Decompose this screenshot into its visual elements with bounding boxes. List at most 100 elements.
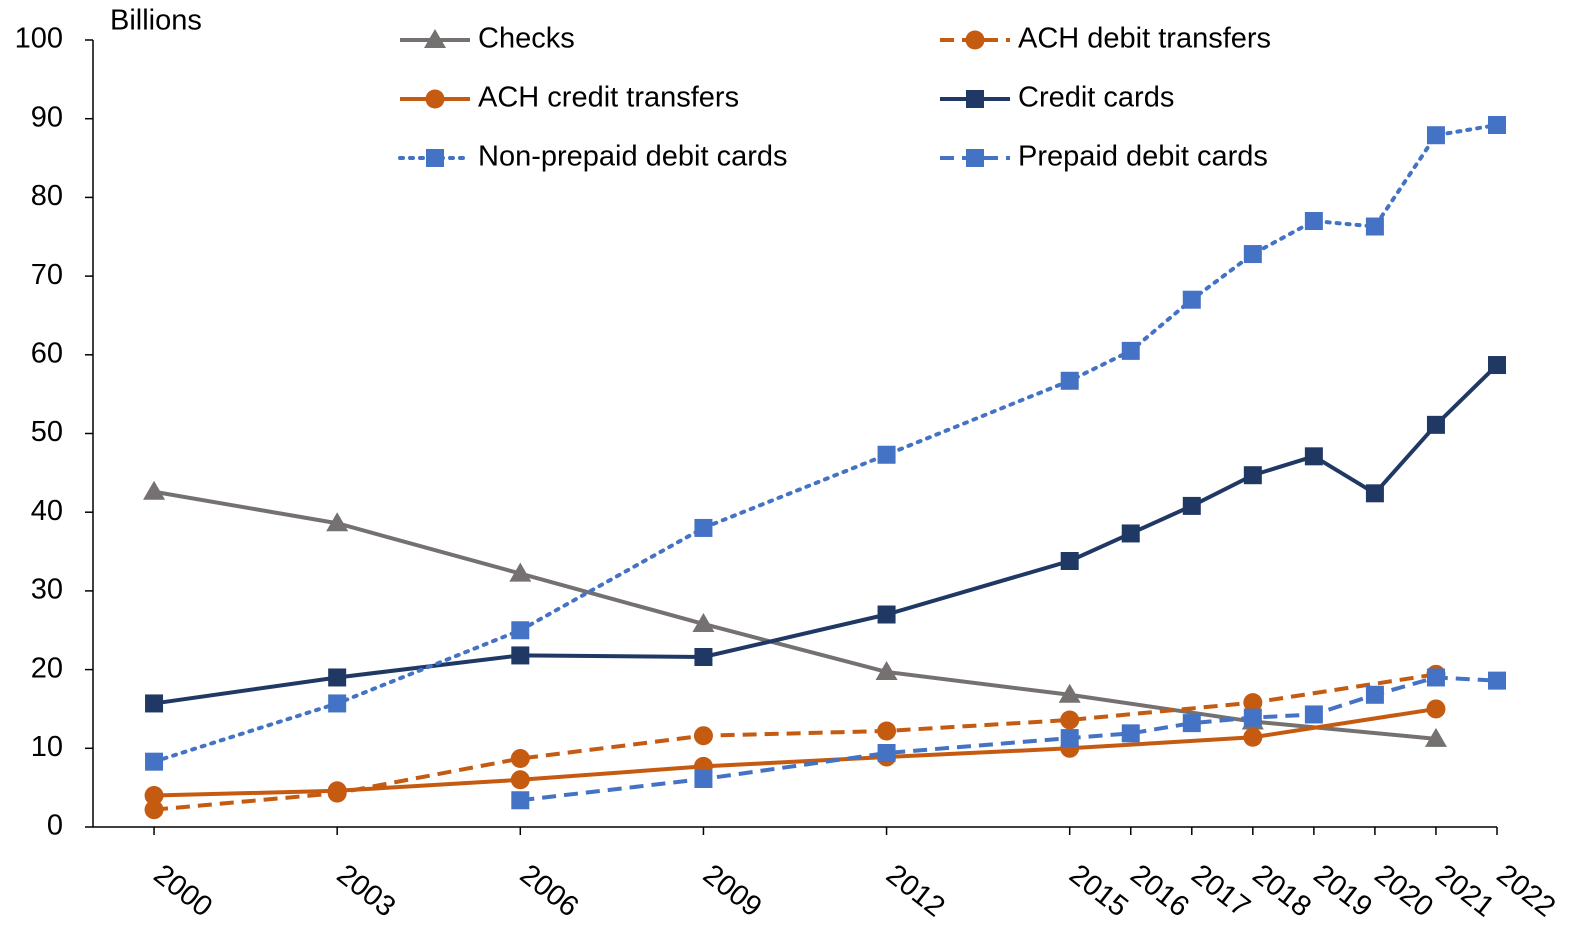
x-tick-label: 2009 <box>697 858 768 923</box>
legend-label: Credit cards <box>1018 82 1174 114</box>
marker <box>1304 212 1323 231</box>
series-line <box>520 675 1498 803</box>
marker <box>1121 524 1140 543</box>
legend-marker <box>966 149 984 167</box>
marker <box>1365 685 1384 704</box>
y-tick-label: 20 <box>31 652 63 684</box>
marker <box>143 480 166 500</box>
marker <box>692 612 715 632</box>
marker <box>1424 727 1447 747</box>
x-tick-label: 2012 <box>880 858 951 923</box>
marker <box>1058 683 1081 703</box>
x-tick-label: 2020 <box>1368 858 1439 923</box>
y-tick-label: 10 <box>31 731 63 763</box>
legend-marker <box>424 29 446 48</box>
marker <box>694 518 713 537</box>
marker <box>1060 551 1079 570</box>
marker <box>1488 671 1506 690</box>
y-axis-label: Billions <box>110 5 202 37</box>
series-line <box>153 672 1437 812</box>
x-tick-label: 2003 <box>331 858 402 923</box>
marker <box>511 621 530 640</box>
marker <box>327 781 347 801</box>
marker <box>1243 466 1262 485</box>
marker <box>693 726 713 746</box>
series-line <box>152 122 1499 764</box>
marker <box>1243 708 1262 727</box>
marker <box>1365 484 1384 503</box>
x-tick-label: 2006 <box>514 858 585 923</box>
legend-label: Checks <box>478 23 575 55</box>
marker <box>145 752 164 771</box>
marker <box>144 800 164 820</box>
marker <box>145 694 164 713</box>
x-tick-label: 2016 <box>1124 858 1195 923</box>
y-tick-label: 100 <box>15 23 63 55</box>
marker <box>1060 710 1080 730</box>
y-tick-label: 80 <box>31 180 63 212</box>
marker <box>509 562 532 582</box>
y-tick-label: 90 <box>31 101 63 133</box>
y-tick-label: 60 <box>31 337 63 369</box>
x-tick-label: 2015 <box>1063 858 1134 923</box>
marker <box>328 668 347 687</box>
marker <box>328 694 347 713</box>
y-tick-label: 70 <box>31 259 63 291</box>
marker <box>510 770 530 790</box>
marker <box>1304 447 1323 466</box>
legend-marker <box>425 89 445 109</box>
marker <box>1060 371 1079 390</box>
marker <box>877 721 897 741</box>
x-tick-label: 2021 <box>1430 858 1501 923</box>
marker <box>1426 699 1446 719</box>
marker <box>144 786 164 806</box>
legend-label: Non-prepaid debit cards <box>478 141 788 173</box>
y-tick-label: 40 <box>31 495 63 527</box>
x-tick-label: 2022 <box>1491 858 1562 923</box>
y-tick-label: 50 <box>31 416 63 448</box>
marker <box>877 744 896 763</box>
marker <box>1243 693 1263 713</box>
marker <box>1304 705 1323 724</box>
x-tick-label: 2019 <box>1307 858 1378 923</box>
marker <box>1182 714 1201 733</box>
marker <box>1488 115 1506 134</box>
marker <box>1365 217 1384 236</box>
marker <box>326 512 349 532</box>
marker <box>875 660 898 680</box>
legend-label: ACH debit transfers <box>1018 23 1271 55</box>
series-line <box>153 706 1437 798</box>
marker <box>694 769 713 788</box>
marker <box>1426 126 1445 145</box>
marker <box>1121 724 1140 743</box>
marker <box>1426 415 1445 434</box>
x-tick-label: 2000 <box>148 858 219 923</box>
marker <box>1243 727 1263 747</box>
legend-marker <box>426 149 444 167</box>
marker <box>511 791 530 810</box>
marker <box>877 605 896 624</box>
x-tick-label: 2017 <box>1185 858 1256 923</box>
marker <box>1426 668 1445 687</box>
marker <box>1243 245 1262 264</box>
y-tick-label: 0 <box>47 810 63 842</box>
legend-label: ACH credit transfers <box>478 82 739 114</box>
marker <box>1182 290 1201 309</box>
marker <box>1121 341 1140 360</box>
marker <box>511 646 530 665</box>
marker <box>694 648 713 667</box>
marker <box>510 749 530 769</box>
marker <box>1060 729 1079 748</box>
series-line <box>153 363 1499 706</box>
marker <box>877 445 896 464</box>
series-line <box>153 489 1437 741</box>
marker <box>1488 356 1506 375</box>
x-tick-label: 2018 <box>1246 858 1317 923</box>
y-tick-label: 30 <box>31 574 63 606</box>
marker <box>1182 496 1201 515</box>
legend-marker <box>965 30 985 50</box>
legend-marker <box>966 90 984 108</box>
legend-label: Prepaid debit cards <box>1018 141 1268 173</box>
